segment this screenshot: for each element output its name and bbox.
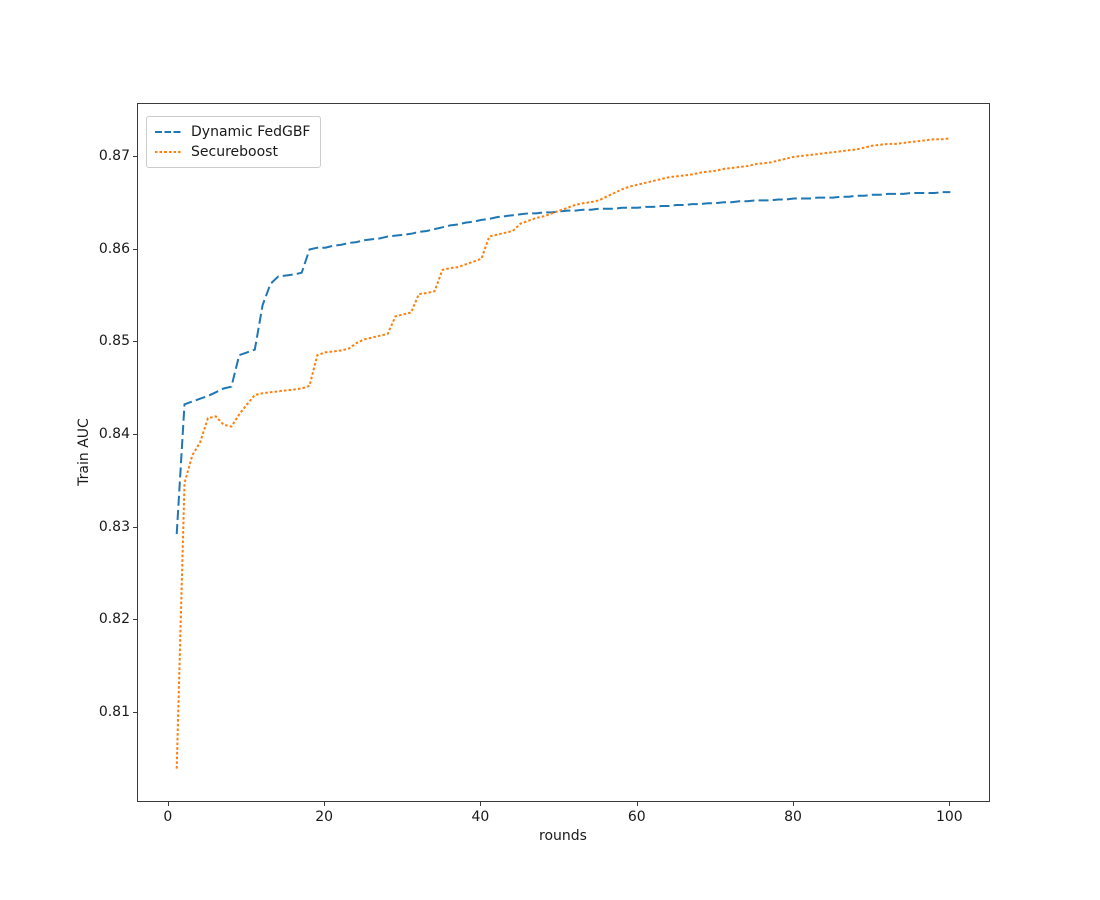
x-tick-mark — [949, 802, 951, 806]
y-tick-label: 0.84 — [98, 425, 130, 442]
dotted-line-sample-icon — [155, 151, 182, 153]
y-tick-label: 0.86 — [98, 240, 130, 257]
y-tick-mark — [133, 526, 137, 528]
y-tick-mark — [133, 248, 137, 250]
series-line-secureboost — [175, 137, 951, 769]
chart-canvas — [175, 137, 951, 769]
x-tick-mark — [636, 802, 638, 806]
x-tick-mark — [167, 802, 169, 806]
legend-label: Dynamic FedGBF — [191, 124, 311, 140]
y-tick-label: 0.85 — [98, 333, 130, 350]
y-tick-label: 0.83 — [98, 518, 130, 535]
y-axis-label: Train AUC — [76, 418, 92, 486]
x-tick-label: 40 — [471, 809, 490, 825]
y-tick-mark — [133, 155, 137, 157]
legend-item-dynamic-fedgbf: Dynamic FedGBF — [155, 122, 311, 142]
x-tick-mark — [793, 802, 795, 806]
x-tick-mark — [480, 802, 482, 806]
x-tick-label: 60 — [627, 809, 646, 825]
legend-item-secureboost: Secureboost — [155, 142, 311, 162]
legend: Dynamic FedGBF Secureboost — [146, 116, 321, 168]
x-tick-mark — [324, 802, 326, 806]
y-tick-mark — [133, 433, 137, 435]
y-tick-mark — [133, 619, 137, 621]
dashed-line-sample-icon — [155, 131, 182, 133]
x-tick-label: 100 — [935, 809, 963, 825]
x-tick-label: 20 — [315, 809, 334, 825]
series-line-dynamic-fedgbf — [175, 191, 951, 535]
plot-area: Dynamic FedGBF Secureboost — [137, 103, 990, 802]
legend-label: Secureboost — [191, 144, 278, 160]
x-tick-label: 80 — [784, 809, 802, 825]
y-tick-label: 0.87 — [98, 147, 130, 164]
x-axis-label: rounds — [539, 828, 587, 844]
y-tick-mark — [133, 711, 137, 713]
y-tick-label: 0.81 — [98, 703, 130, 720]
x-tick-label: 0 — [163, 809, 173, 825]
y-tick-label: 0.82 — [98, 611, 130, 628]
y-tick-mark — [133, 341, 137, 343]
